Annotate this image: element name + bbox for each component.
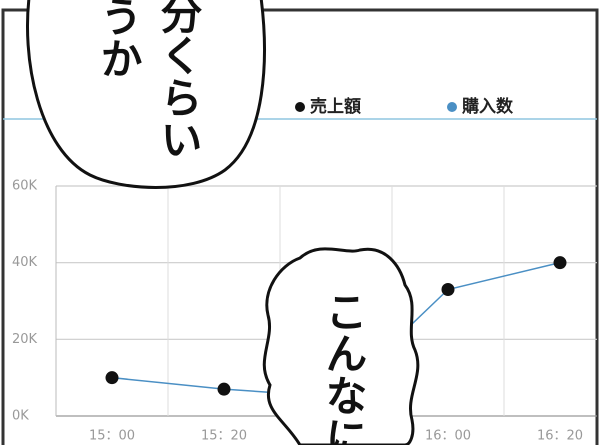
legend-label: 購入数 [462, 96, 514, 117]
x-tick-label: 16：00 [425, 429, 471, 444]
y-tick-label: 20K [12, 332, 38, 347]
thought-bubble: こんなに [262, 247, 420, 445]
legend-marker [447, 102, 457, 112]
speech-bubble: 分くらい うか [26, 0, 266, 189]
speech-text: こんなに [319, 290, 368, 445]
x-tick-label: 15：20 [201, 429, 247, 444]
x-tick-label: 15：00 [89, 429, 135, 444]
bubble-outline [262, 247, 420, 445]
y-tick-label: 0K [12, 409, 29, 424]
data-point [553, 256, 567, 270]
data-point [217, 382, 231, 396]
legend-marker [295, 102, 305, 112]
speech-text: うか [94, 0, 143, 79]
y-tick-label: 40K [12, 255, 38, 270]
bubble-outline [26, 0, 266, 189]
data-point [105, 371, 119, 385]
legend-label: 売上額 [310, 96, 361, 117]
speech-text: 分くらい [154, 0, 203, 160]
y-tick-label: 60K [12, 179, 38, 194]
x-tick-label: 16：20 [537, 429, 583, 444]
data-point [441, 283, 455, 296]
